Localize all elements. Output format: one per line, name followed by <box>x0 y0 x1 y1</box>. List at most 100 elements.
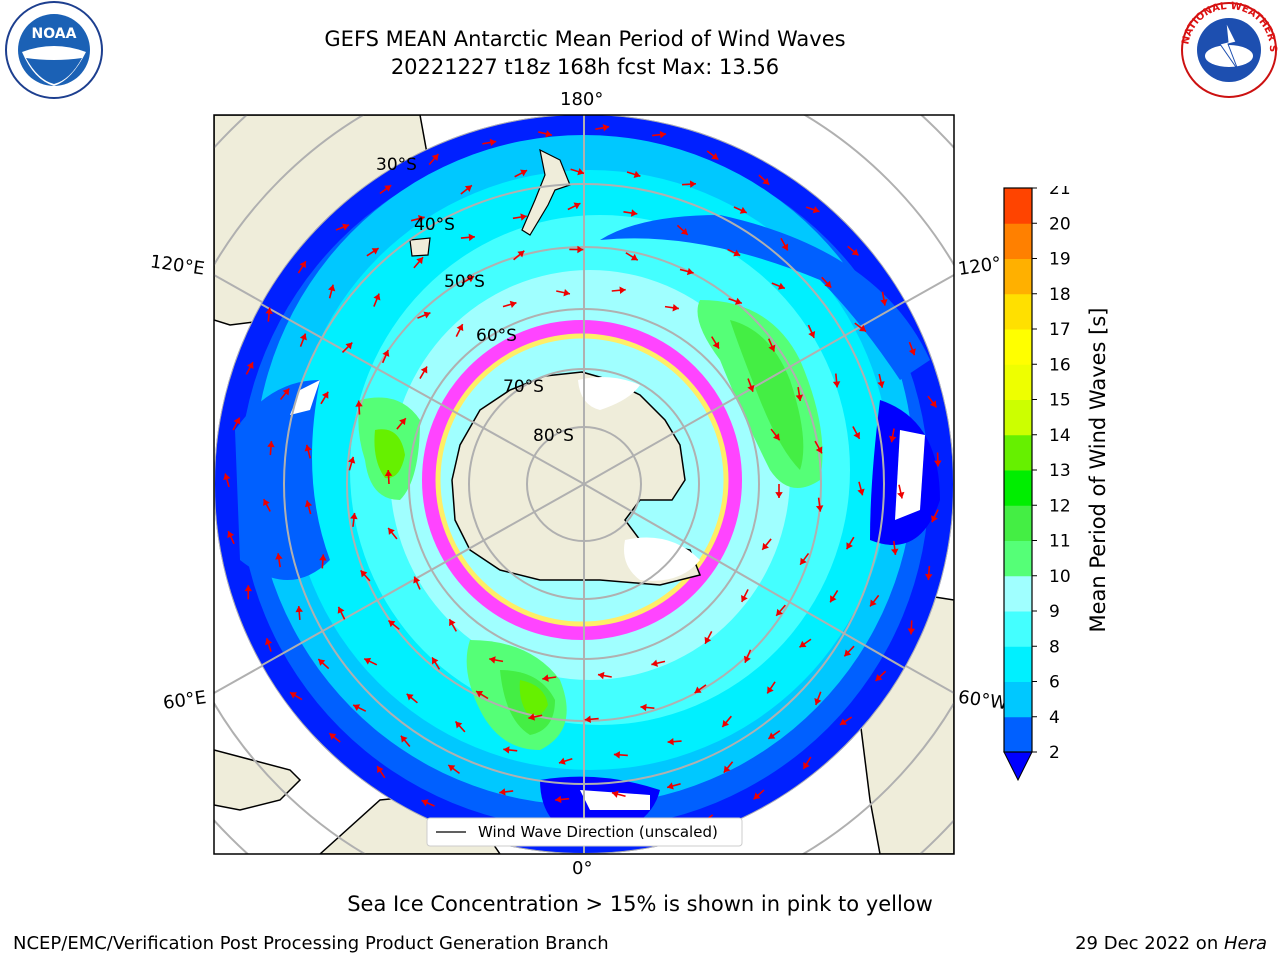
wave-arrow-head <box>384 185 392 192</box>
wave-arrow-head <box>799 640 807 648</box>
colorbar-tick-label: 12 <box>1049 496 1071 516</box>
colorbar-label: Mean Period of Wind Waves [s] <box>1086 307 1110 633</box>
wave-arrow-head <box>417 215 425 223</box>
colorbar-segment <box>1004 716 1032 753</box>
wave-arrow-head <box>528 713 536 721</box>
wave-arrow-head <box>672 304 679 312</box>
wave-arrow-head <box>264 638 273 646</box>
wave-arrow-head <box>768 732 776 739</box>
wave-arrow-head <box>353 704 361 711</box>
wave-arrow-head <box>423 311 431 319</box>
colorbar-tick-label: 8 <box>1049 637 1060 657</box>
wave-arrow-head <box>846 542 853 550</box>
svg-text:Wind Wave Direction (unscaled): Wind Wave Direction (unscaled) <box>478 823 718 841</box>
wave-arrow-head <box>413 576 421 584</box>
wave-arrow-head <box>227 531 235 539</box>
date-text: 29 Dec 2022 on Hera <box>1075 933 1267 954</box>
wave-arrow-head <box>342 223 349 231</box>
wave-arrow-head <box>295 606 303 613</box>
colorbar-segment <box>1004 646 1032 682</box>
colorbar-tick-label: 13 <box>1049 461 1071 481</box>
graticule <box>214 115 954 854</box>
colorbar-tick-label: 17 <box>1049 320 1071 340</box>
wave-arrow-head <box>815 505 824 512</box>
wave-arrow-head <box>803 761 810 769</box>
wave-arrow-head <box>851 248 859 256</box>
colorbar-tick-label: 15 <box>1049 391 1071 411</box>
wave-arrow-head <box>265 307 273 314</box>
wave-arrow-head <box>762 177 770 185</box>
wave-arrow-head <box>545 130 552 138</box>
wave-arrow-head <box>382 350 390 357</box>
wave-arrow-head <box>499 788 506 796</box>
wave-arrow-head <box>777 282 785 290</box>
wave-arrow-head <box>630 209 638 217</box>
wave-arrow-head <box>384 470 393 477</box>
wave-arrow-head <box>449 619 456 627</box>
wave-arrow-head <box>468 233 475 242</box>
wave-arrow-head <box>611 790 619 798</box>
wave-arrow-head <box>929 400 937 408</box>
wave-arrow-head <box>743 655 751 663</box>
wave-arrow-head <box>815 446 823 454</box>
wave-arrow-head <box>416 257 424 265</box>
wave-arrow-head <box>776 608 783 616</box>
colorbar-segment <box>1004 188 1032 224</box>
wave-arrow-head <box>233 417 241 425</box>
map-legend: Wind Wave Direction (unscaled) <box>426 817 743 847</box>
map-subtitle: 20221227 t18z 168h fcst Max: 13.56 <box>390 55 780 79</box>
wave-arrow-head <box>880 299 888 306</box>
wave-arrow-head <box>304 444 312 452</box>
wave-arrow-head <box>388 527 395 535</box>
wave-arrow-head <box>722 719 730 727</box>
colorbar-segment <box>1004 258 1032 295</box>
wave-arrow-head <box>563 288 570 297</box>
wave-arrow-head <box>934 460 942 467</box>
wave-arrow-head <box>686 267 694 276</box>
wave-arrow-head <box>667 737 674 746</box>
wave-arrow-head <box>432 657 439 665</box>
wave-arrow-head <box>597 671 605 680</box>
wave-arrow-head <box>832 381 841 388</box>
wave-arrow-head <box>542 674 549 682</box>
wave-arrow-head <box>328 284 336 292</box>
colorbar-tick-label: 10 <box>1049 567 1071 587</box>
wave-arrow-head <box>584 715 591 724</box>
colorbar-segment <box>1004 293 1032 330</box>
wave-arrow-head <box>739 206 747 214</box>
wave-arrow-head <box>223 473 231 481</box>
colorbar-segment <box>1004 540 1032 577</box>
wave-arrow-head <box>723 765 731 773</box>
wave-arrow-head <box>304 500 313 508</box>
wave-arrow-head <box>520 169 528 177</box>
wave-arrow-head <box>908 348 916 356</box>
colorbar-tick-label: 20 <box>1049 214 1071 234</box>
wave-arrow-head <box>875 674 883 681</box>
lat-label-70s: 70°S <box>503 377 544 397</box>
wave-arrow-head <box>711 152 719 160</box>
wave-arrow-head <box>689 180 697 188</box>
wave-arrow-head <box>355 400 363 407</box>
wave-arrow-head <box>830 595 837 603</box>
wave-arrow-head <box>448 764 456 772</box>
wave-arrow-head <box>558 757 566 765</box>
colorbar-tick-label: 19 <box>1049 250 1071 270</box>
noaa-logo: NOAA <box>5 1 103 99</box>
wave-arrow-head <box>857 488 865 496</box>
wave-arrow-head <box>733 249 741 257</box>
colorbar-tick-label: 6 <box>1049 673 1060 693</box>
lon-label-180: 180° <box>560 89 604 110</box>
wave-arrow-head <box>824 280 832 288</box>
wave-arrow-head <box>870 599 877 607</box>
wave-arrow-head <box>577 168 585 176</box>
wave-arrow-head <box>768 344 776 352</box>
wave-arrow-head <box>633 170 641 178</box>
wave-arrow-head <box>839 718 847 725</box>
colorbar-segment <box>1004 399 1032 436</box>
wave-arrow-head <box>399 418 406 426</box>
colorbar-tick-label: 4 <box>1049 708 1060 728</box>
map-title: GEFS MEAN Antarctic Mean Period of Wind … <box>324 27 846 51</box>
land-africa <box>214 749 302 811</box>
wave-arrow-head <box>289 692 297 699</box>
wave-arrow-head <box>877 381 885 388</box>
